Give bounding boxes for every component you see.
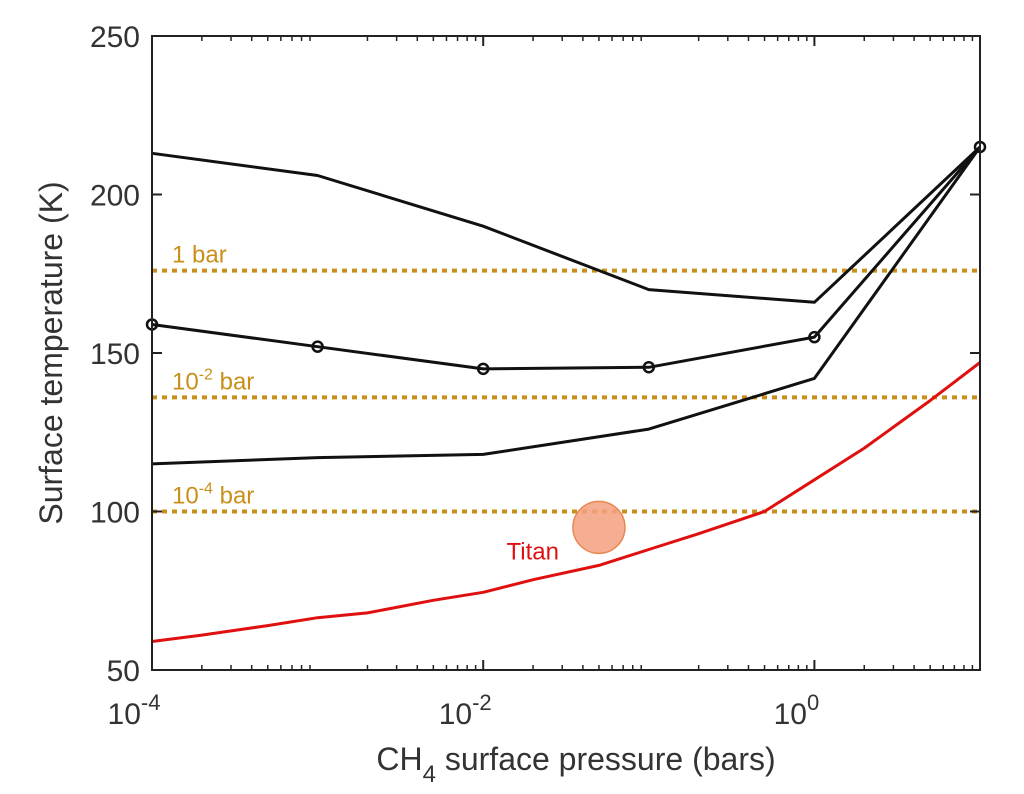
series-line (151, 146, 982, 466)
series-marker (642, 361, 656, 374)
x-tick-label: 10-4 (108, 690, 161, 731)
y-tick-label: 200 (90, 180, 140, 213)
plot-frame (151, 35, 981, 671)
reference-line-label: 10-2 bar (172, 366, 254, 395)
titan-label: Titan (506, 538, 558, 565)
reference-label-text: 10 (172, 368, 199, 395)
y-tick-label: 250 (90, 21, 140, 54)
y-tick-label: 150 (90, 338, 140, 371)
x-tick-base: 10 (439, 698, 472, 731)
reference-line-label: 1 bar (172, 242, 227, 269)
titan-marker (572, 500, 626, 555)
x-tick-label: 100 (774, 690, 820, 731)
x-tick-exponent: -4 (141, 690, 161, 715)
x-axis-label: CH4 surface pressure (bars) (376, 741, 775, 788)
x-axis-label-main: CH (376, 741, 422, 777)
series-marker (311, 340, 324, 353)
y-tick-label: 50 (107, 655, 140, 688)
x-tick-exponent: -2 (472, 690, 492, 715)
x-tick-exponent: 0 (807, 690, 819, 715)
series-marker (476, 362, 490, 376)
axis-labels: CH4 surface pressure (bars) Surface tempe… (33, 181, 776, 788)
reference-label-exponent: -2 (199, 366, 213, 383)
x-axis-label-subscript: 4 (423, 761, 436, 788)
series-line (151, 146, 982, 371)
x-tick-base: 10 (774, 698, 807, 731)
series-layer (145, 140, 987, 643)
reference-label-exponent: -4 (199, 481, 213, 498)
annotation-layer: Titan (506, 500, 626, 565)
series-line (151, 361, 981, 643)
reference-label-suffix: bar (213, 368, 254, 395)
x-tick-label: 10-2 (439, 690, 492, 731)
y-axis-label: Surface temperature (K) (33, 181, 69, 524)
reference-label-suffix: bar (213, 483, 254, 510)
y-tick-label: 100 (90, 497, 140, 530)
x-tick-base: 10 (108, 698, 141, 731)
reference-label-text: 10 (172, 483, 199, 510)
reference-line-label: 10-4 bar (172, 481, 254, 510)
series-marker (808, 330, 821, 344)
series-line (151, 145, 982, 304)
reference-label-text: 1 bar (172, 242, 227, 269)
x-axis-label-rest: surface pressure (bars) (436, 741, 776, 777)
